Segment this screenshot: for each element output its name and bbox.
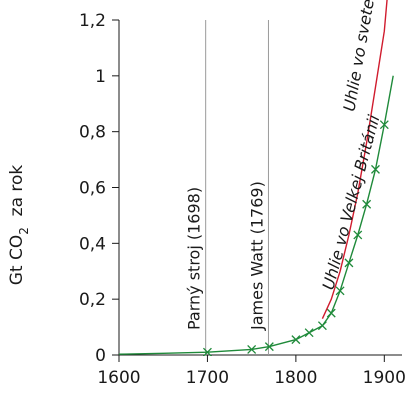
series-line (321, 0, 388, 319)
x-tick-label: 1900 (363, 368, 406, 388)
y-tick-label: 0,2 (79, 290, 106, 310)
vertical-markers: Parný stroj (1698) James Watt (1769) (185, 20, 269, 355)
y-tick-label: 1,2 (79, 11, 106, 31)
series-point-marker (304, 328, 314, 338)
y-tick-label: 0,6 (79, 179, 106, 199)
series-point-marker (247, 344, 257, 354)
series-line (119, 75, 394, 355)
vertical-marker-label: Parný stroj (1698) (185, 187, 204, 330)
x-tick-label: 1600 (97, 368, 140, 388)
series-point-marker (291, 335, 301, 345)
series-point-marker (335, 286, 345, 296)
series-point-marker (326, 308, 336, 318)
x-tick-label: 1800 (274, 368, 317, 388)
y-axis-label-prefix: Gt CO (7, 235, 27, 286)
series-point-marker (202, 347, 212, 356)
series-group (119, 0, 394, 356)
y-axis-label: Gt CO2 za rok (7, 165, 31, 286)
series-label: Uhlie vo svete (339, 0, 377, 113)
series-point-marker (353, 230, 363, 240)
y-tick-label: 0,8 (79, 123, 106, 143)
series-point-marker (379, 120, 389, 130)
plot-area: 0 0,2 0,4 0,6 0,8 1 1,2 1600 1700 1800 1900 Parný… (79, 0, 406, 388)
x-tick-label: 1700 (186, 368, 229, 388)
y-axis-label-subscript: 2 (17, 227, 31, 235)
x-ticks: 1600 1700 1800 1900 (97, 355, 406, 388)
series-point-marker (362, 199, 372, 209)
y-tick-label: 0,4 (79, 234, 106, 254)
series-point-marker (317, 321, 327, 331)
series-point-marker (371, 164, 380, 174)
y-tick-label: 0 (95, 346, 106, 366)
y-axis-label-suffix: za rok (7, 165, 27, 228)
y-ticks: 0 0,2 0,4 0,6 0,8 1 1,2 (79, 11, 119, 366)
series-point-marker (344, 258, 354, 268)
vertical-marker-label: James Watt (1769) (247, 181, 266, 331)
series-point-marker (264, 342, 274, 352)
y-tick-label: 1 (95, 67, 106, 87)
